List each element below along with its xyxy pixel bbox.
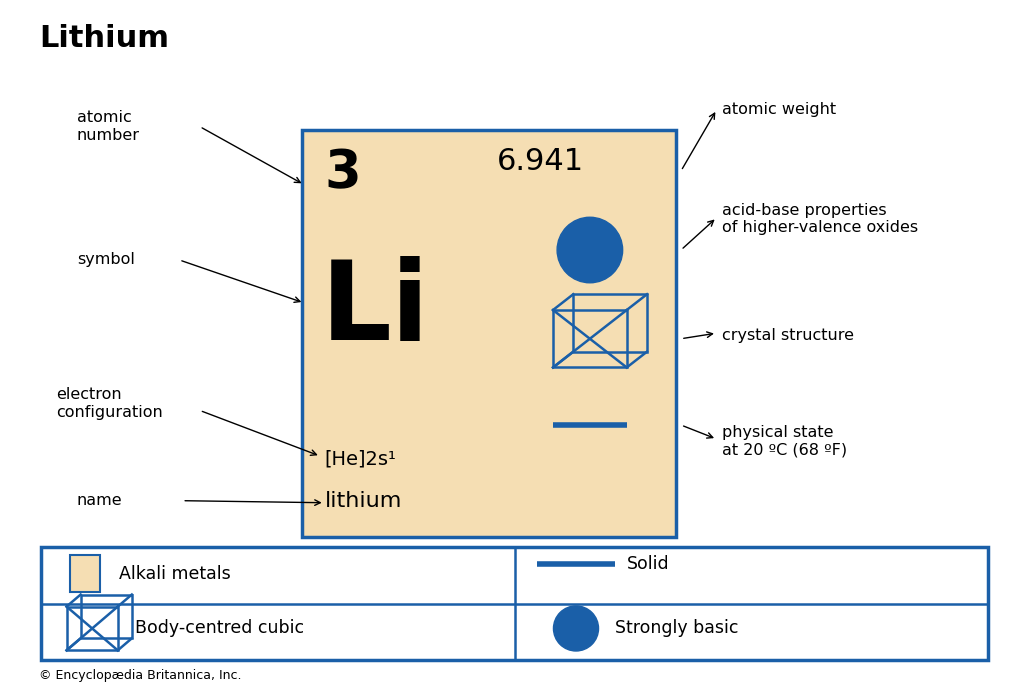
Text: crystal structure: crystal structure bbox=[722, 328, 854, 343]
Text: name: name bbox=[77, 493, 123, 508]
Text: electron
configuration: electron configuration bbox=[56, 387, 163, 420]
Text: acid-base properties
of higher-valence oxides: acid-base properties of higher-valence o… bbox=[722, 202, 919, 235]
Text: Strongly basic: Strongly basic bbox=[614, 620, 738, 637]
Text: Lithium: Lithium bbox=[39, 24, 169, 53]
Ellipse shape bbox=[553, 606, 598, 651]
Text: Body-centred cubic: Body-centred cubic bbox=[135, 620, 304, 637]
Text: Li: Li bbox=[321, 256, 429, 363]
Text: atomic weight: atomic weight bbox=[722, 102, 836, 117]
Text: atomic
number: atomic number bbox=[77, 110, 140, 143]
FancyBboxPatch shape bbox=[302, 130, 676, 537]
Text: Solid: Solid bbox=[627, 555, 670, 573]
Text: 3: 3 bbox=[325, 147, 361, 199]
Text: physical state
at 20 ºC (68 ºF): physical state at 20 ºC (68 ºF) bbox=[722, 425, 847, 458]
Ellipse shape bbox=[557, 218, 623, 282]
Text: symbol: symbol bbox=[77, 252, 135, 267]
FancyBboxPatch shape bbox=[70, 555, 100, 592]
Text: © Encyclopædia Britannica, Inc.: © Encyclopædia Britannica, Inc. bbox=[39, 669, 242, 682]
Text: lithium: lithium bbox=[325, 491, 402, 511]
Text: Alkali metals: Alkali metals bbox=[119, 564, 230, 583]
Text: 6.941: 6.941 bbox=[497, 147, 584, 176]
Text: [He]2s¹: [He]2s¹ bbox=[325, 449, 396, 469]
FancyBboxPatch shape bbox=[41, 547, 988, 660]
